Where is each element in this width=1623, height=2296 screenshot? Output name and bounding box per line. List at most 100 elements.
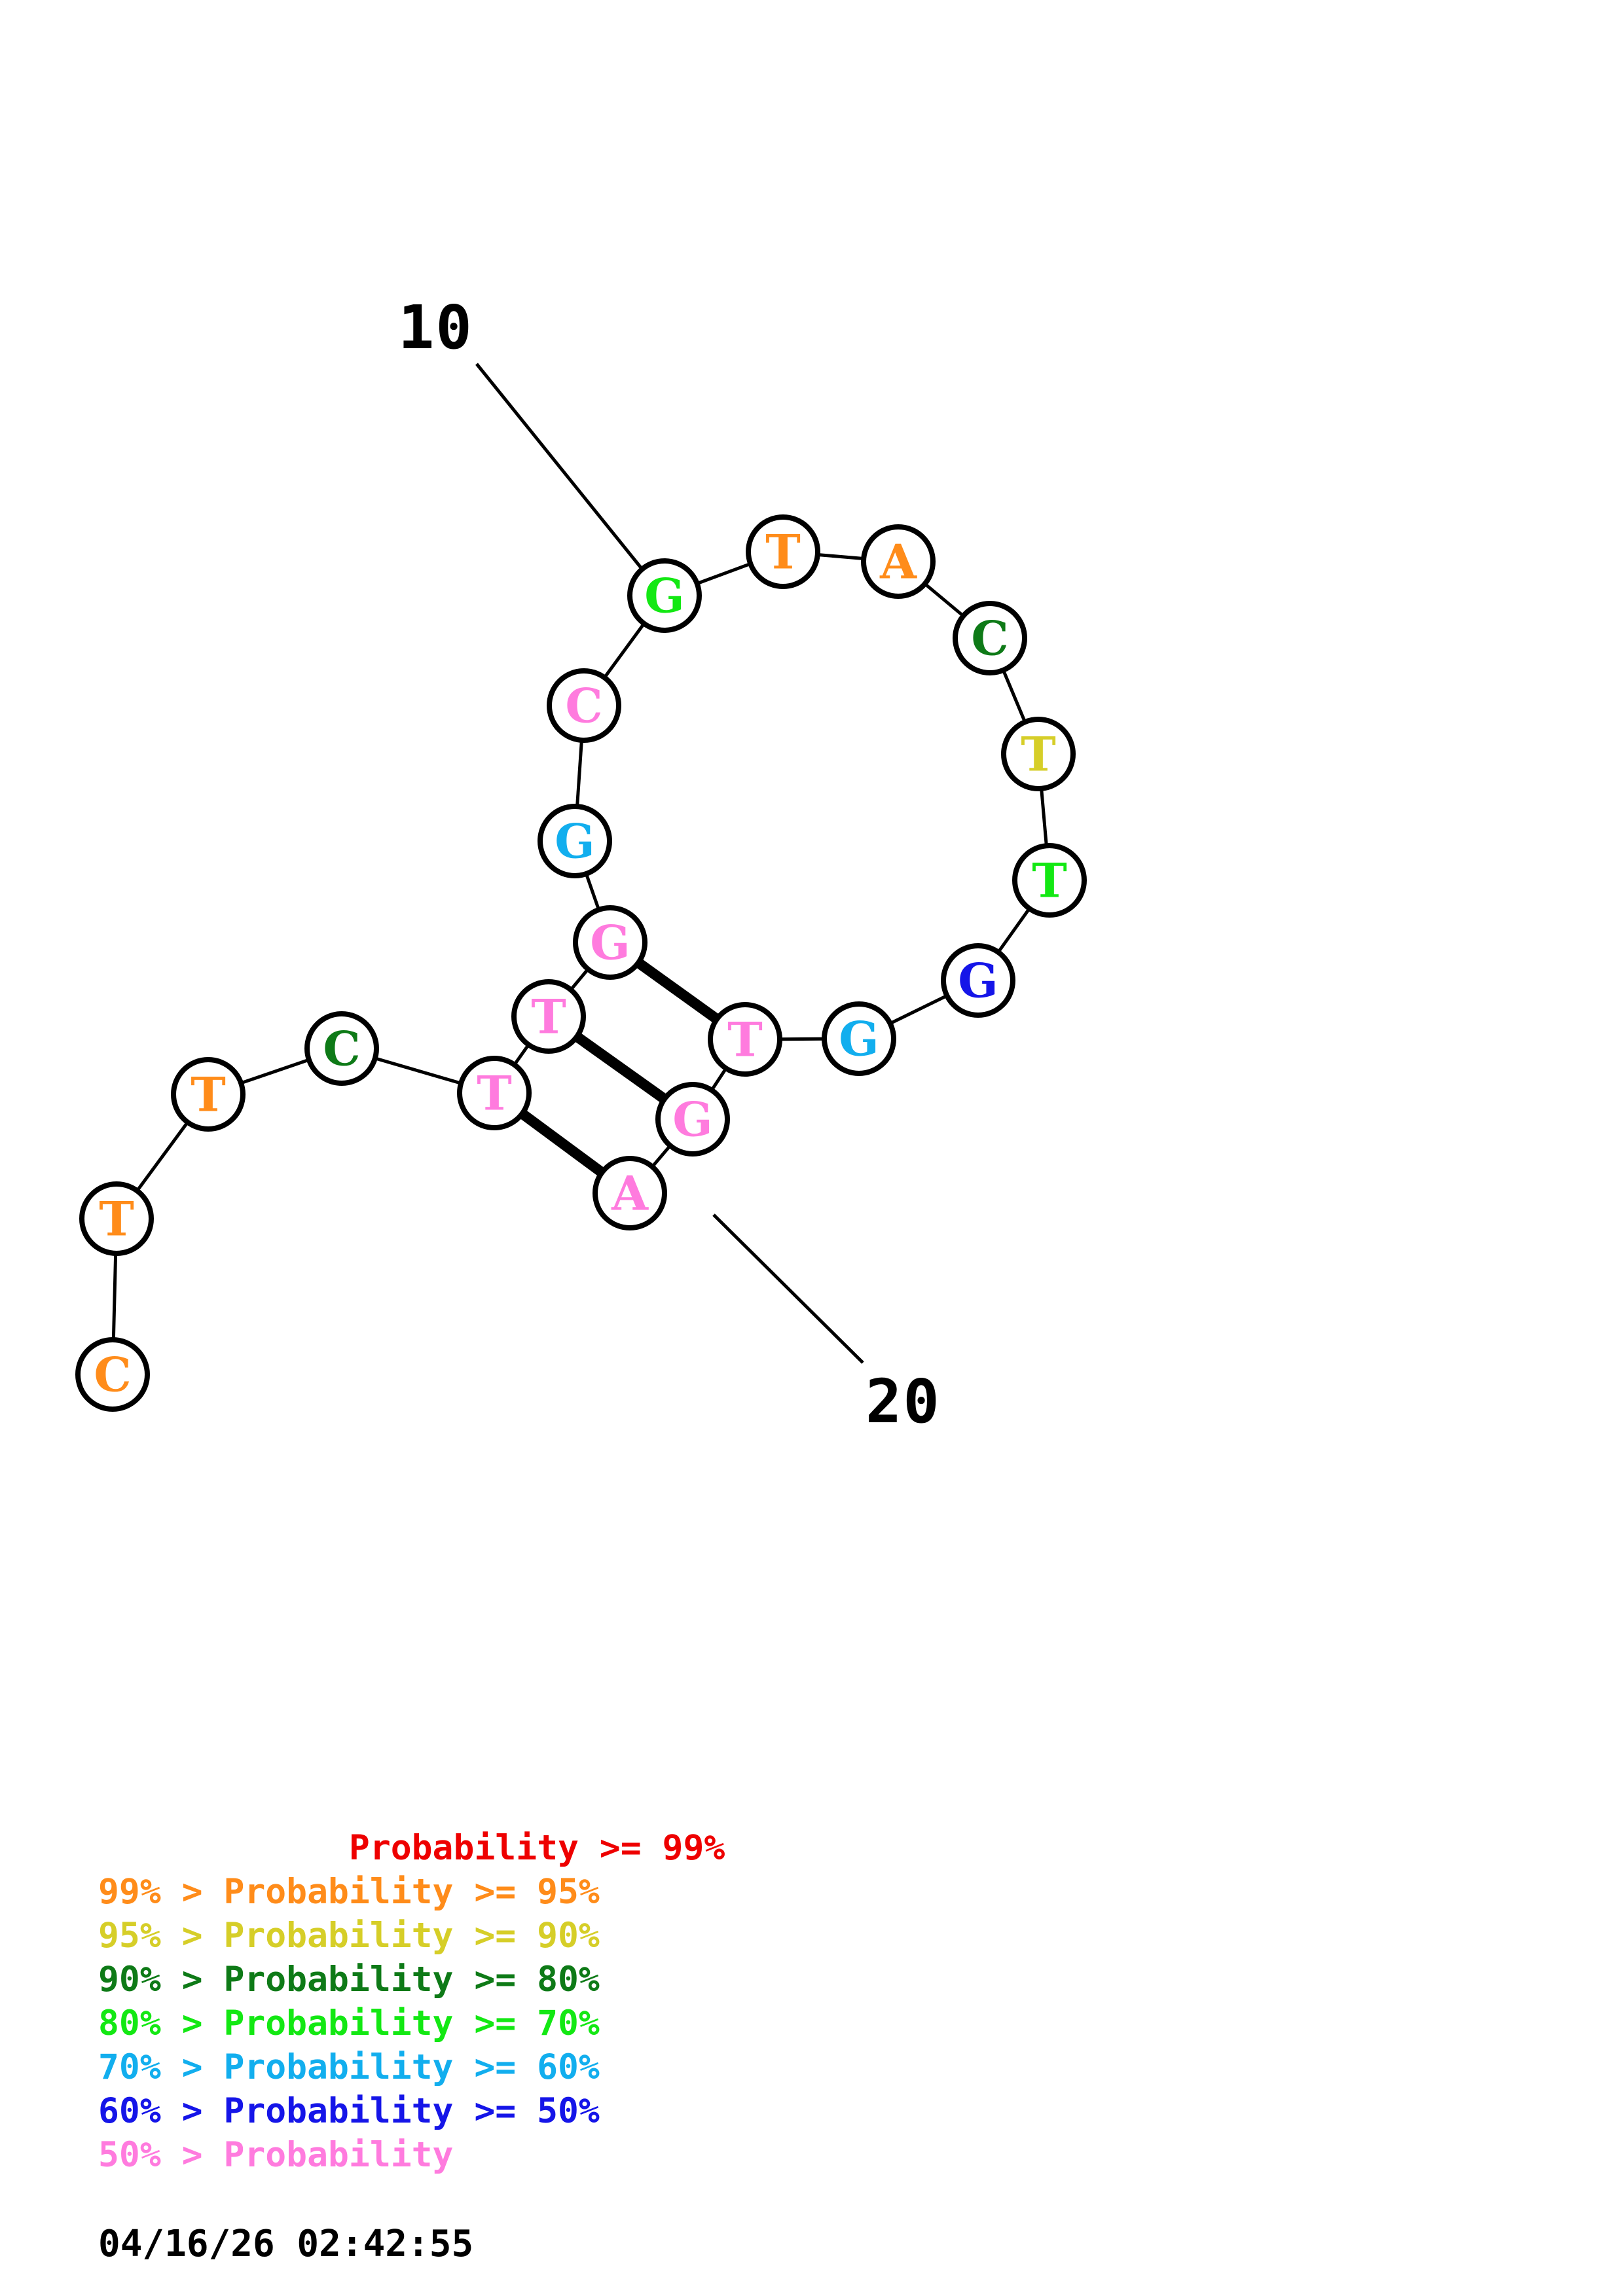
timestamp: 04/16/26 02:42:55	[98, 2223, 474, 2265]
nucleotide-circle	[627, 558, 702, 633]
probability-legend: Probability >= 99% 99% > Probability >= 9…	[98, 1826, 725, 2177]
backbone-bond	[924, 583, 964, 617]
legend-row-80-70: 80% > Probability >= 70%	[98, 2003, 600, 2043]
nucleotide-letter: T	[727, 1012, 763, 1067]
nucleotide-node-9[interactable]: C	[547, 668, 621, 743]
nucleotide-circle	[1001, 717, 1076, 791]
nucleotide-circle	[655, 1082, 730, 1157]
legend-row-90-80: 90% > Probability >= 80%	[98, 1960, 600, 2000]
backbone-bond	[575, 740, 583, 807]
nucleotide-circle	[953, 601, 1027, 675]
legend-row-70-60: 70% > Probability >= 60%	[98, 2047, 600, 2087]
backbone-bond	[710, 1067, 728, 1092]
base-pair-bond	[574, 1032, 668, 1103]
base-pair-bond	[635, 958, 720, 1024]
position-label-20: 20	[866, 1367, 941, 1437]
nucleotide-circle	[75, 1337, 150, 1412]
nucleotide-letter: T	[1021, 726, 1056, 782]
nucleotide-node-11[interactable]: T	[746, 514, 820, 589]
backbone-bond	[513, 1043, 530, 1066]
nucleotide-node-14[interactable]: T	[1001, 717, 1076, 791]
nucleotide-circle	[304, 1011, 379, 1086]
nucleotide-circle	[457, 1056, 532, 1130]
nucleotide-letter: G	[590, 915, 630, 971]
nucleotide-node-2[interactable]: T	[79, 1181, 154, 1256]
nucleotide-letter: C	[971, 611, 1008, 666]
nucleotide-circle	[573, 905, 647, 980]
position-label-10: 10	[398, 293, 473, 363]
nucleotide-circle	[593, 1156, 667, 1230]
backbone-bond	[374, 1056, 462, 1085]
nucleotide-circle	[941, 943, 1015, 1018]
nucleotide-circle	[79, 1181, 154, 1256]
position-leader-layer	[475, 363, 864, 1364]
backbone-bond	[1040, 788, 1048, 846]
backbone-bond	[817, 553, 864, 560]
nucleotide-letter: T	[99, 1191, 134, 1247]
backbone-bond	[136, 1121, 189, 1192]
nucleotide-letter: G	[644, 568, 685, 624]
nucleotide-letter: G	[555, 814, 595, 869]
nucleotide-node-20[interactable]: A	[593, 1156, 667, 1230]
nucleotide-node-12[interactable]: A	[861, 524, 936, 599]
nucleotide-circle	[746, 514, 820, 589]
backbone-bond	[996, 907, 1031, 954]
nucleotide-letter: T	[531, 989, 566, 1045]
nucleotide-letter: G	[672, 1092, 713, 1147]
nucleotide-circle	[822, 1001, 896, 1076]
nucleotide-letter: T	[765, 524, 801, 580]
nucleotide-node-18[interactable]: T	[708, 1002, 782, 1077]
backbone-bond	[569, 968, 590, 991]
nucleotide-node-16[interactable]: G	[941, 943, 1015, 1018]
nucleotide-circle	[861, 524, 936, 599]
backbone-layer	[111, 553, 1048, 1340]
base-pair-layer	[519, 958, 720, 1177]
nucleotide-circle	[511, 979, 586, 1054]
nucleotide-node-4[interactable]: C	[304, 1011, 379, 1086]
nucleotide-circle	[171, 1057, 246, 1132]
legend-row-99+: Probability >= 99%	[98, 1828, 725, 1868]
backbone-bond	[603, 622, 646, 679]
nucleotide-letter: G	[839, 1011, 879, 1067]
nucleotide-node-19[interactable]: G	[655, 1082, 730, 1157]
nucleotide-circle	[708, 1002, 782, 1077]
backbone-bond	[585, 873, 600, 910]
legend-row-95-90: 95% > Probability >= 90%	[98, 1916, 600, 1956]
nucleotide-letter: C	[94, 1347, 131, 1403]
nucleotide-node-17[interactable]: G	[822, 1001, 896, 1076]
nucleotide-node-7[interactable]: G	[573, 905, 647, 980]
backbone-bond	[1002, 669, 1027, 723]
legend-row-60-50: 60% > Probability >= 50%	[98, 2091, 600, 2131]
backbone-bond	[111, 1253, 118, 1340]
legend-row-99-95: 99% > Probability >= 95%	[98, 1872, 600, 1912]
nucleotide-node-10[interactable]: G	[627, 558, 702, 633]
nucleotide-circle	[547, 668, 621, 743]
nucleotide-node-3[interactable]: T	[171, 1057, 246, 1132]
backbone-bond	[889, 994, 948, 1025]
position-leader-line-20	[712, 1213, 864, 1364]
nucleotide-letter: T	[1032, 853, 1067, 908]
nucleotide-letter: C	[565, 678, 602, 734]
nucleotide-circle	[538, 804, 612, 878]
nucleotide-node-8[interactable]: G	[538, 804, 612, 878]
nucleotide-node-6[interactable]: T	[511, 979, 586, 1054]
nucleotide-circle	[1012, 843, 1087, 918]
nucleotide-letter: T	[477, 1066, 512, 1121]
nucleotide-node-15[interactable]: T	[1012, 843, 1087, 918]
backbone-bond	[696, 562, 752, 585]
nucleotide-node-1[interactable]: C	[75, 1337, 150, 1412]
nucleotide-letter: T	[191, 1067, 226, 1122]
base-pair-bond	[519, 1109, 606, 1177]
position-leader-line-10	[475, 363, 647, 575]
legend-row-under-50: 50% > Probability	[98, 2135, 454, 2175]
backbone-bond	[651, 1144, 672, 1168]
backbone-bond	[240, 1058, 310, 1085]
nucleotide-letter: G	[958, 953, 998, 1009]
nucleotide-letter: A	[879, 534, 917, 590]
nucleotide-node-5[interactable]: T	[457, 1056, 532, 1130]
nucleotide-node-13[interactable]: C	[953, 601, 1027, 675]
nucleotide-letter: C	[323, 1021, 360, 1077]
nucleotide-letter: A	[611, 1166, 649, 1221]
